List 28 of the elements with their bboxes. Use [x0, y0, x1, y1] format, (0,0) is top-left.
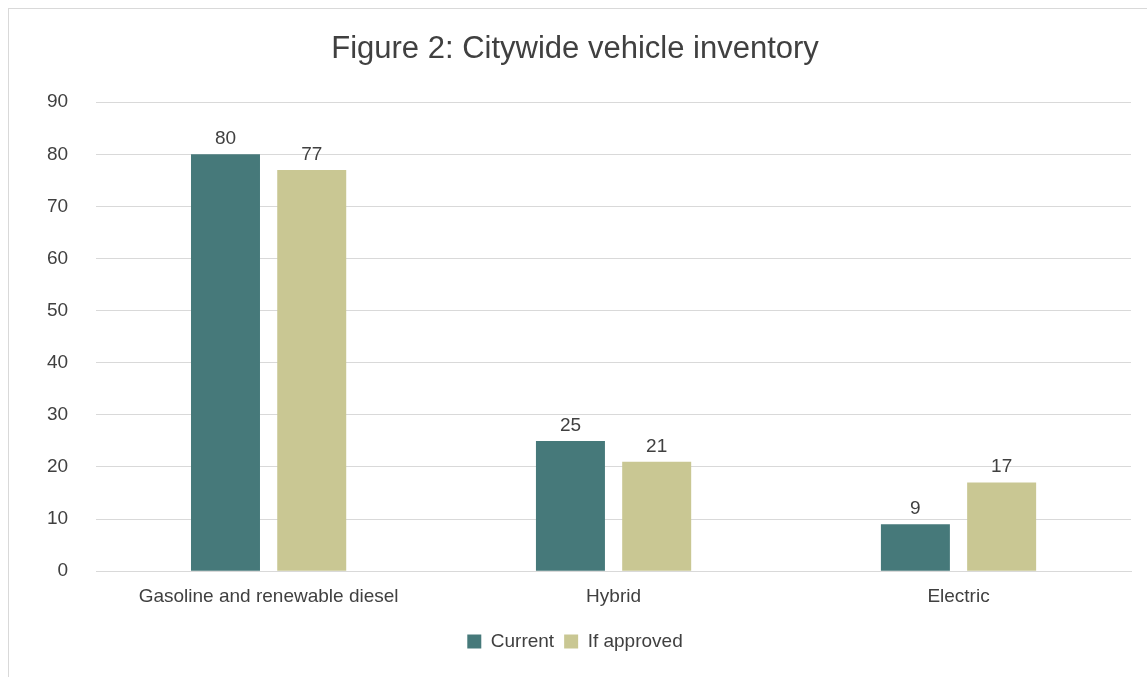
- y-tick-label: 0: [57, 559, 69, 581]
- bar: [967, 482, 1037, 571]
- data-label: 25: [559, 413, 582, 435]
- data-label: 17: [991, 455, 1013, 477]
- y-tick-label: 30: [46, 403, 69, 425]
- bar: [880, 524, 950, 571]
- x-tick-label: Gasoline and renewable diesel: [138, 584, 399, 606]
- y-tick-label: 10: [46, 507, 69, 529]
- bar: [277, 169, 347, 571]
- bar: [622, 461, 692, 571]
- y-tick-label: 20: [46, 455, 69, 477]
- y-tick-label: 70: [46, 194, 69, 216]
- data-label: 21: [646, 434, 668, 456]
- legend-label: If approved: [587, 629, 683, 651]
- y-tick-label: 90: [46, 90, 69, 112]
- y-tick-label: 80: [46, 142, 69, 164]
- legend-label: Current: [490, 629, 555, 651]
- x-tick-label: Hybrid: [586, 584, 642, 606]
- bar: [535, 440, 605, 571]
- data-label: 77: [301, 142, 323, 164]
- y-tick-label: 40: [46, 350, 69, 372]
- x-tick-label: Electric: [927, 584, 990, 606]
- y-tick-label: 50: [46, 298, 69, 320]
- chart-title: Figure 2: Citywide vehicle inventory: [331, 30, 820, 66]
- y-tick-label: 60: [46, 246, 69, 268]
- data-label: 80: [214, 127, 237, 149]
- data-label: 9: [910, 497, 921, 519]
- bar: [191, 154, 260, 571]
